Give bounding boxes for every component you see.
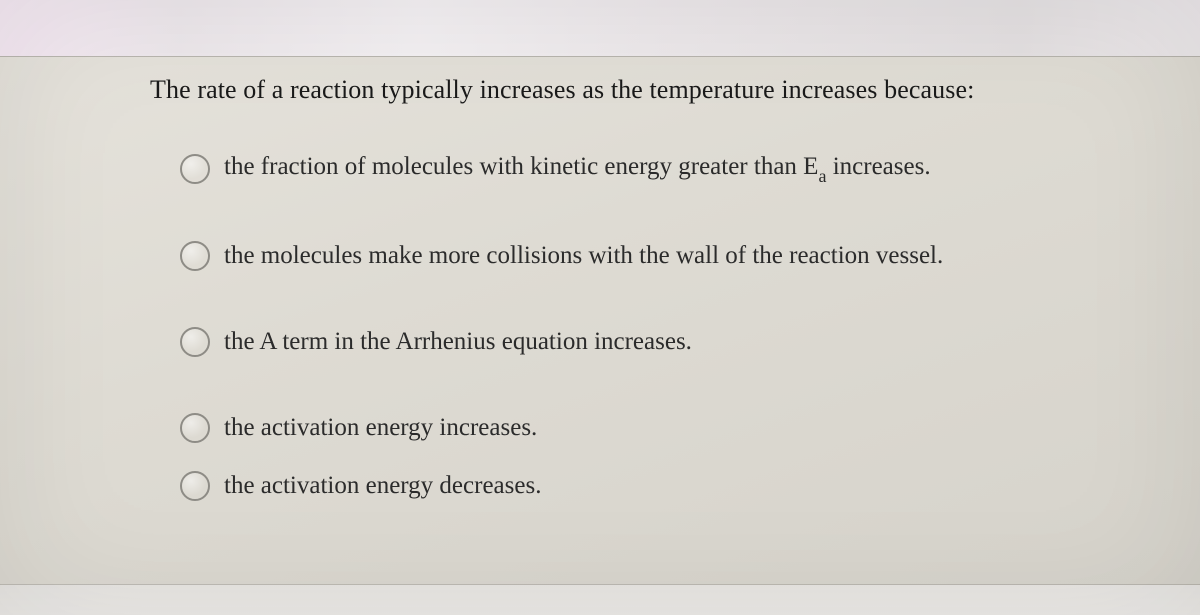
- option-2-text: the molecules make more collisions with …: [224, 242, 943, 270]
- radio-icon[interactable]: [180, 471, 210, 501]
- option-4-text: the activation energy increases.: [224, 414, 537, 442]
- radio-icon[interactable]: [180, 241, 210, 271]
- option-1[interactable]: the fraction of molecules with kinetic e…: [180, 153, 1200, 185]
- option-1-text: the fraction of molecules with kinetic e…: [224, 153, 931, 185]
- bottom-strip: [0, 585, 1200, 615]
- option-1-post: increases.: [826, 153, 930, 180]
- option-5[interactable]: the activation energy decreases.: [180, 471, 1200, 501]
- option-3-text: the A term in the Arrhenius equation inc…: [224, 328, 692, 356]
- radio-icon[interactable]: [180, 413, 210, 443]
- option-1-pre: the fraction of molecules with kinetic e…: [224, 153, 818, 180]
- option-5-text: the activation energy decreases.: [224, 472, 541, 500]
- option-1-sub: a: [818, 166, 826, 186]
- radio-icon[interactable]: [180, 327, 210, 357]
- option-3[interactable]: the A term in the Arrhenius equation inc…: [180, 327, 1200, 357]
- options-group: the fraction of molecules with kinetic e…: [180, 153, 1200, 501]
- question-panel: The rate of a reaction typically increas…: [0, 56, 1200, 585]
- top-glare: [0, 0, 1200, 60]
- question-text: The rate of a reaction typically increas…: [150, 75, 1200, 105]
- radio-icon[interactable]: [180, 154, 210, 184]
- option-4[interactable]: the activation energy increases.: [180, 413, 1200, 443]
- screenshot-root: The rate of a reaction typically increas…: [0, 0, 1200, 615]
- option-2[interactable]: the molecules make more collisions with …: [180, 241, 1200, 271]
